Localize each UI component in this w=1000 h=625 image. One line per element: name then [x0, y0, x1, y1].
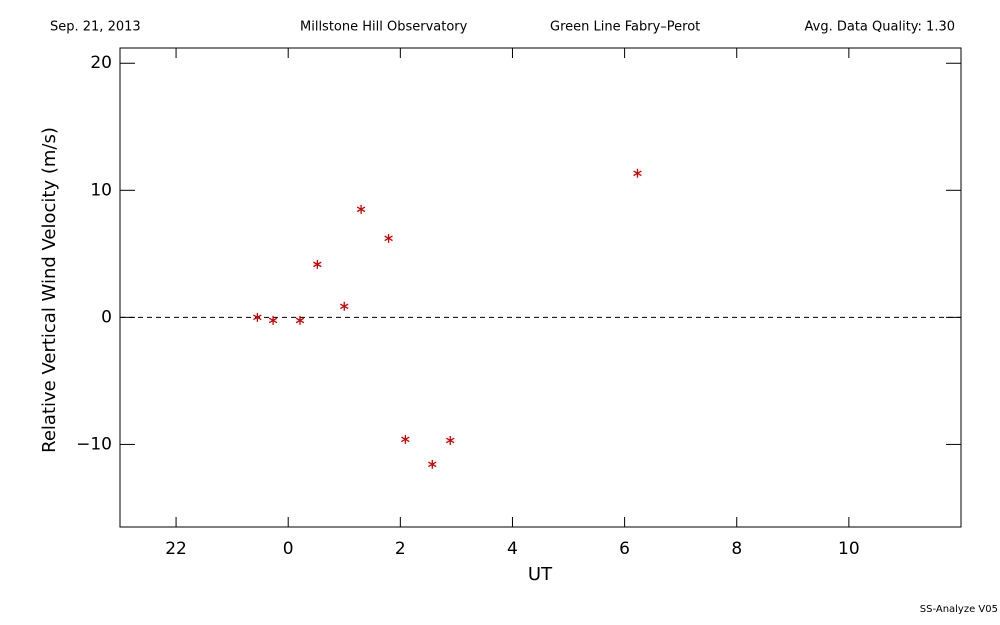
x-tick-label: 6 — [619, 539, 630, 559]
point — [401, 434, 410, 444]
x-tick-label: 22 — [165, 539, 187, 559]
x-tick-label: 2 — [395, 539, 406, 559]
point — [445, 435, 455, 445]
x-axis-label: UT — [528, 564, 553, 585]
y-tick-label: 0 — [101, 307, 112, 327]
y-tick-label: −10 — [76, 434, 112, 454]
y-tick-label: 20 — [90, 53, 112, 73]
date: Sep. 21, 2013 — [50, 20, 141, 35]
point — [384, 233, 393, 243]
point — [428, 459, 437, 469]
x-tick-label: 4 — [507, 539, 518, 559]
point — [340, 301, 349, 311]
footer: SS-Analyze V05 — [920, 604, 998, 615]
observatory: Millstone Hill Observatory — [300, 20, 468, 35]
instrument: Green Line Fabry–Perot — [550, 20, 700, 35]
plot-frame — [119, 47, 962, 528]
x-tick-label: 10 — [838, 539, 860, 559]
point — [295, 315, 305, 325]
point — [268, 315, 278, 325]
y-axis-label: Relative Vertical Wind Velocity (m/s) — [39, 127, 60, 453]
point — [356, 204, 366, 214]
point — [253, 312, 262, 322]
y-tick-label: 10 — [90, 180, 112, 200]
x-tick-label: 0 — [283, 539, 294, 559]
x-tick-label: 8 — [731, 539, 742, 559]
quality: Avg. Data Quality: 1.30 — [805, 20, 955, 35]
point — [313, 259, 322, 269]
point — [633, 168, 642, 178]
